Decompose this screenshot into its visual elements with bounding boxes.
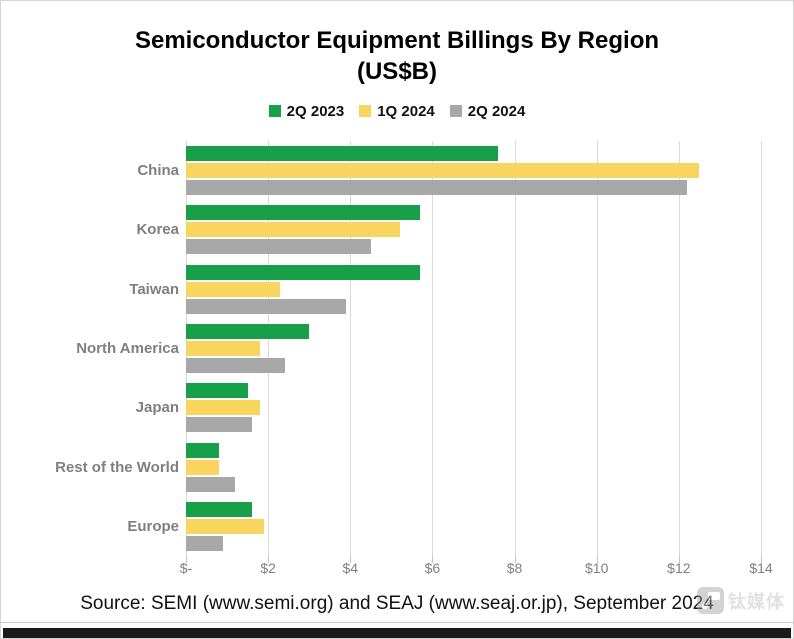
legend-item-1q2024: 1Q 2024 <box>359 103 435 120</box>
axis-tick <box>268 556 270 563</box>
legend: 2Q 2023 1Q 2024 2Q 2024 <box>1 101 793 121</box>
category-label: Europe <box>127 517 179 535</box>
bar-group <box>186 497 761 556</box>
x-tick-label: $6 <box>424 560 441 576</box>
legend-item-2q2023: 2Q 2023 <box>268 102 345 120</box>
category-label: Korea <box>136 221 179 239</box>
legend-swatch-yellow-icon <box>359 105 372 117</box>
bar <box>186 400 260 416</box>
bar <box>186 476 236 492</box>
chart-title-line1: Semiconductor Equipment Billings By Regi… <box>134 27 660 54</box>
legend-item-2q2024: 2Q 2024 <box>449 102 526 120</box>
bar-group <box>186 141 761 200</box>
bar <box>186 180 688 196</box>
legend-label: 2Q 2023 <box>286 102 345 120</box>
footer-divider <box>1 622 793 623</box>
bar-group <box>186 437 761 496</box>
gridline <box>268 141 270 556</box>
x-tick-label: $- <box>179 560 193 576</box>
gridline <box>514 141 516 556</box>
gridline <box>432 141 434 556</box>
bar <box>186 281 281 297</box>
legend-label: 1Q 2024 <box>377 102 435 120</box>
bar-rows <box>186 141 761 556</box>
bar <box>186 239 371 255</box>
x-tick-label: $10 <box>585 560 609 576</box>
watermark: 钛媒体 <box>697 587 785 614</box>
bar <box>186 417 252 433</box>
bar <box>186 264 421 280</box>
bar <box>186 222 400 238</box>
bar-group <box>186 378 761 437</box>
axis-tick <box>432 556 434 563</box>
legend-label: 2Q 2024 <box>467 102 526 120</box>
x-axis-labels: $- $2 $4 $6 $8 $10 $12 $14 <box>180 560 773 580</box>
gridline <box>596 141 598 556</box>
bar <box>186 459 219 475</box>
category-label: Rest of the World <box>55 458 179 476</box>
axis-tick <box>761 556 762 563</box>
bar <box>186 340 260 356</box>
x-tick-label: $2 <box>260 560 276 576</box>
bar <box>186 298 347 314</box>
axis-tick <box>596 556 598 563</box>
source-caption: Source: SEMI (www.semi.org) and SEAJ (ww… <box>80 593 714 614</box>
tmtpost-logo-icon <box>697 587 724 614</box>
x-tick-label: $4 <box>342 560 359 576</box>
bar <box>186 442 219 458</box>
axis-tick <box>186 556 187 563</box>
axis-tick <box>678 556 680 563</box>
plot-area <box>186 141 762 563</box>
chart-title-line2: (US$B) <box>356 58 437 85</box>
bar <box>186 323 310 339</box>
axis-tick <box>350 556 352 563</box>
category-label: Taiwan <box>129 280 179 298</box>
bar <box>186 357 285 373</box>
bar <box>186 146 499 162</box>
bar-group <box>186 200 761 259</box>
category-label: Japan <box>135 399 179 417</box>
bar <box>186 535 223 551</box>
bar <box>186 205 421 221</box>
axis-tick <box>514 556 516 563</box>
category-label: China <box>137 162 179 180</box>
gridline <box>678 141 680 556</box>
bar <box>186 518 265 534</box>
legend-swatch-green-icon <box>268 105 281 117</box>
bar <box>186 163 700 179</box>
legend-swatch-gray-icon <box>449 105 462 117</box>
watermark-text: 钛媒体 <box>728 591 785 612</box>
x-tick-label: $14 <box>749 560 773 576</box>
bottom-black-bar <box>3 628 791 638</box>
chart-title: Semiconductor Equipment Billings By Regi… <box>1 25 793 87</box>
gridline <box>350 141 352 556</box>
x-tick-label: $12 <box>667 560 691 576</box>
gridline <box>761 141 762 556</box>
x-tick-label: $8 <box>506 560 523 576</box>
bar <box>186 501 252 517</box>
category-label: North America <box>76 339 179 357</box>
bar-group <box>186 319 761 378</box>
y-axis-labels: China Korea Taiwan North America Japan Rest o… <box>1 141 179 556</box>
bar-group <box>186 260 761 319</box>
bar <box>186 383 248 399</box>
